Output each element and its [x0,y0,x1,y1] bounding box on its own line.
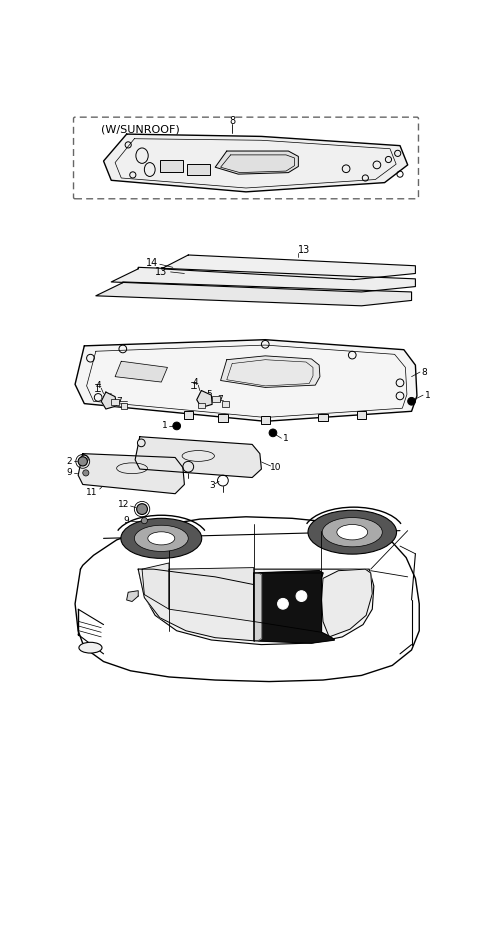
Polygon shape [161,255,415,279]
Text: 4: 4 [192,378,198,388]
Polygon shape [115,362,168,382]
Circle shape [78,457,87,466]
Circle shape [137,439,145,447]
Text: 8: 8 [229,116,235,126]
Circle shape [277,598,288,610]
Polygon shape [169,568,254,622]
Ellipse shape [134,525,188,551]
Bar [218,414,228,422]
Text: 1: 1 [425,390,431,400]
Text: 3: 3 [209,482,215,490]
Text: 13: 13 [298,245,310,255]
Circle shape [137,504,147,514]
Bar [222,401,229,407]
Polygon shape [254,573,322,633]
Circle shape [81,455,88,462]
Text: 14: 14 [146,258,158,268]
Text: 4: 4 [96,381,101,390]
Bar [261,416,270,424]
Bar [212,396,220,402]
Bar [357,412,366,419]
Text: 1: 1 [162,422,168,430]
Polygon shape [215,151,299,174]
Text: 1: 1 [283,434,288,443]
Ellipse shape [148,532,175,545]
Polygon shape [254,571,335,643]
Polygon shape [96,282,411,306]
Ellipse shape [79,642,102,653]
Text: 8: 8 [421,367,427,376]
Bar [160,159,183,172]
Text: 2: 2 [66,457,72,466]
Text: (W/SUNROOF): (W/SUNROOF) [101,125,180,135]
Text: 5: 5 [206,389,212,399]
Polygon shape [322,569,372,637]
Text: 9: 9 [123,516,129,525]
Text: 5: 5 [106,393,112,402]
Bar [184,412,193,419]
Circle shape [269,429,277,437]
Text: 12: 12 [118,500,129,509]
Polygon shape [138,569,254,641]
Text: 7: 7 [116,397,122,406]
Polygon shape [104,134,408,191]
Polygon shape [101,392,117,409]
Polygon shape [138,569,374,645]
Ellipse shape [322,518,382,547]
Text: 3: 3 [175,468,181,476]
Circle shape [408,398,415,405]
Text: 9: 9 [66,468,72,477]
Polygon shape [75,517,419,682]
Bar [111,399,119,405]
Text: 13: 13 [155,267,168,277]
Polygon shape [197,390,212,407]
Ellipse shape [337,524,368,540]
Polygon shape [78,453,184,494]
Polygon shape [142,563,169,610]
Text: 6: 6 [198,399,204,407]
Polygon shape [254,573,262,641]
Circle shape [83,470,89,476]
FancyBboxPatch shape [73,117,419,199]
Bar [187,164,210,175]
Polygon shape [127,591,138,601]
Ellipse shape [121,518,202,559]
Polygon shape [135,437,262,477]
Bar [198,402,205,408]
Polygon shape [75,339,417,421]
Text: 10: 10 [269,463,281,472]
Bar [121,402,127,409]
Polygon shape [111,267,415,292]
Circle shape [173,422,180,430]
Text: 11: 11 [86,487,98,497]
Polygon shape [221,356,320,388]
Bar [318,413,328,421]
Circle shape [141,518,147,524]
Text: 7: 7 [217,395,223,404]
Ellipse shape [308,511,396,554]
Circle shape [296,591,307,601]
